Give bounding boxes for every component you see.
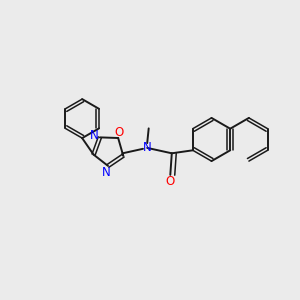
Text: N: N bbox=[89, 129, 98, 142]
Text: O: O bbox=[114, 125, 124, 139]
Text: N: N bbox=[143, 141, 152, 154]
Text: N: N bbox=[102, 166, 111, 179]
Text: O: O bbox=[165, 175, 175, 188]
